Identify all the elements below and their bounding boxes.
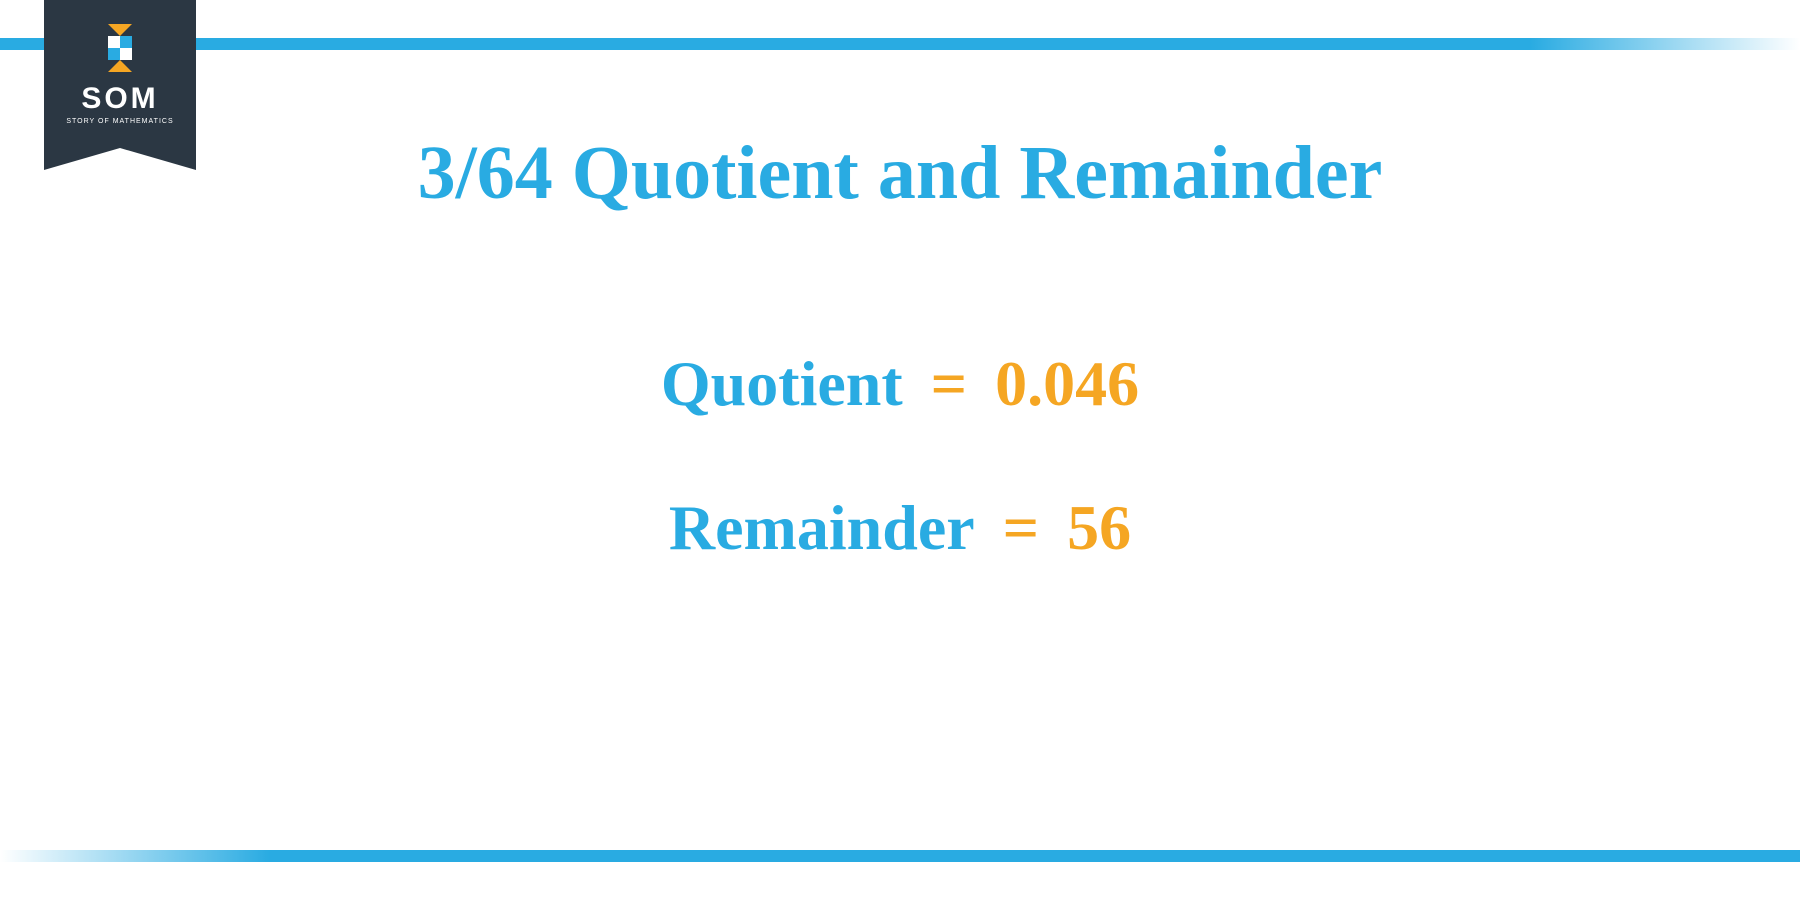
main-content: 3/64 Quotient and Remainder Quotient = 0… — [0, 130, 1800, 635]
equals-sign: = — [931, 347, 967, 421]
logo-title: SOM — [81, 82, 158, 116]
som-logo-icon — [96, 24, 144, 72]
logo-badge-body: SOM STORY OF MATHEMATICS — [44, 0, 196, 148]
quotient-row: Quotient = 0.046 — [0, 347, 1800, 421]
quotient-label: Quotient — [661, 347, 903, 421]
logo-subtitle: STORY OF MATHEMATICS — [66, 118, 173, 125]
remainder-label: Remainder — [669, 491, 975, 565]
bottom-gradient-border — [0, 850, 1800, 862]
page-title: 3/64 Quotient and Remainder — [0, 130, 1800, 217]
remainder-row: Remainder = 56 — [0, 491, 1800, 565]
top-gradient-border — [0, 38, 1800, 50]
quotient-value: 0.046 — [995, 347, 1139, 421]
remainder-value: 56 — [1067, 491, 1131, 565]
equals-sign: = — [1003, 491, 1039, 565]
